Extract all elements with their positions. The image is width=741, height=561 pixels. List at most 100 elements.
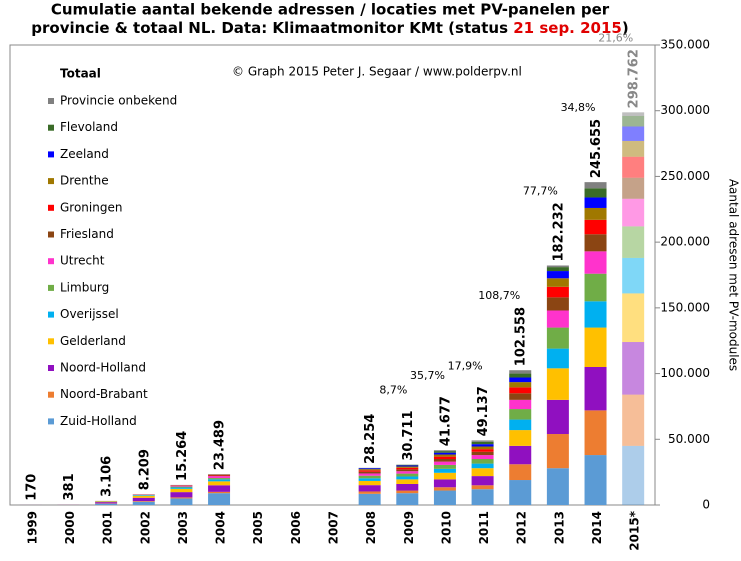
bar-segment	[584, 251, 607, 274]
total-label: 381	[62, 473, 77, 500]
legend-title: Totaal	[60, 67, 101, 81]
x-tick-label: 2005	[251, 511, 265, 544]
total-label: 41.677	[438, 396, 453, 446]
x-tick-label: 2012	[515, 511, 529, 544]
bar-segment	[509, 382, 532, 388]
bar-segment	[208, 474, 231, 476]
legend-label: Zuid-Holland	[60, 414, 137, 428]
x-tick-label: 2011	[477, 511, 491, 544]
bar-segment	[208, 479, 231, 482]
y-tick-label: 250.000	[660, 169, 710, 183]
x-tick-label: 2006	[289, 511, 303, 544]
legend-label: Drenthe	[60, 174, 109, 188]
legend-swatch	[48, 365, 54, 371]
legend-swatch	[48, 151, 54, 158]
bar-segment	[546, 348, 569, 369]
x-tick-label: 2010	[439, 511, 453, 544]
bar-segment	[584, 327, 607, 367]
bar-segment	[358, 491, 381, 494]
bar-segment	[584, 301, 607, 328]
legend-label: Overijssel	[60, 307, 119, 321]
legend-label: Groningen	[60, 200, 122, 214]
bar-segment	[208, 475, 231, 477]
total-label: 298.762	[627, 49, 642, 108]
growth-label: 77,7%	[523, 184, 558, 197]
x-tick-label: 2007	[327, 511, 341, 544]
bar-segment	[471, 489, 494, 505]
bar-segment	[584, 219, 607, 235]
bar-segment	[95, 501, 118, 503]
x-tick-label: 2002	[138, 511, 152, 544]
bar-segment	[546, 310, 569, 328]
bar-segment	[433, 490, 456, 505]
legend-label: Noord-Holland	[60, 361, 146, 375]
bar-segment	[509, 409, 532, 420]
bar-segment	[396, 464, 419, 466]
bar-segment	[132, 497, 155, 502]
bar-segment	[622, 257, 645, 294]
legend-label: Flevoland	[60, 120, 118, 134]
legend-swatch	[48, 124, 54, 131]
total-label: 15.264	[175, 431, 190, 481]
bar-segment	[170, 487, 193, 489]
bar-segment	[622, 112, 645, 116]
bar-segment	[208, 476, 231, 479]
bar-segment	[358, 493, 381, 505]
y-axis-title: Aantal adresen met PV-modules	[727, 179, 741, 371]
title-date: 21 sep. 2015	[513, 19, 622, 37]
bar-segment	[396, 483, 419, 491]
legend-swatch	[48, 98, 54, 104]
bar-segment	[546, 265, 569, 268]
bar-segment	[433, 452, 456, 455]
bar-segment	[433, 487, 456, 491]
bar-segment	[622, 115, 645, 127]
legend-swatch	[48, 231, 54, 238]
bar-segment	[622, 198, 645, 227]
growth-label: 8,7%	[379, 384, 407, 397]
bar-segment	[471, 446, 494, 450]
title-part: provincie & totaal NL. Data: Klimaatmoni…	[31, 19, 513, 37]
total-label: 102.558	[514, 307, 529, 366]
bar-segment	[471, 455, 494, 459]
bar-segment	[622, 177, 645, 199]
x-tick-label: 2014	[590, 511, 604, 544]
bar-segment	[471, 440, 494, 442]
x-tick-label: 2004	[214, 511, 228, 544]
bar-segment	[433, 454, 456, 457]
y-tick-label: 100.000	[660, 366, 710, 380]
bar-segment	[622, 445, 645, 505]
bar-segment	[358, 475, 381, 479]
bar-segment	[433, 456, 456, 459]
legend-label: Gelderland	[60, 334, 126, 348]
bar-segment	[396, 493, 419, 505]
bar-segment	[509, 393, 532, 400]
bar-segment	[584, 234, 607, 252]
bar-segment	[622, 140, 645, 157]
y-tick-label: 300.000	[660, 103, 710, 117]
y-tick-label: 0	[702, 498, 710, 512]
chart-title: Cumulatie aantal bekende adressen / loca…	[51, 1, 610, 19]
bar-segment	[396, 467, 419, 470]
bar-segment	[433, 451, 456, 453]
bar-segment	[358, 473, 381, 476]
title-part: )	[622, 19, 629, 37]
bar-segment	[433, 464, 456, 469]
bar-segment	[584, 188, 607, 198]
bar-segment	[208, 478, 231, 480]
x-tick-label: 1999	[25, 511, 39, 544]
bar-segment	[396, 471, 419, 474]
bar-segment	[584, 273, 607, 302]
total-label: 170	[24, 474, 39, 501]
y-tick-label: 50.000	[668, 432, 710, 446]
bar-segment	[509, 377, 532, 383]
y-tick-label: 350.000	[660, 38, 710, 52]
bar-segment	[471, 468, 494, 477]
legend-label: Limburg	[60, 280, 109, 294]
total-label: 30.711	[401, 410, 416, 460]
bar-segment	[546, 297, 569, 311]
legend-swatch	[48, 204, 54, 211]
bar-segment	[584, 410, 607, 456]
bar-segment	[509, 399, 532, 410]
bar-segment	[433, 450, 456, 452]
